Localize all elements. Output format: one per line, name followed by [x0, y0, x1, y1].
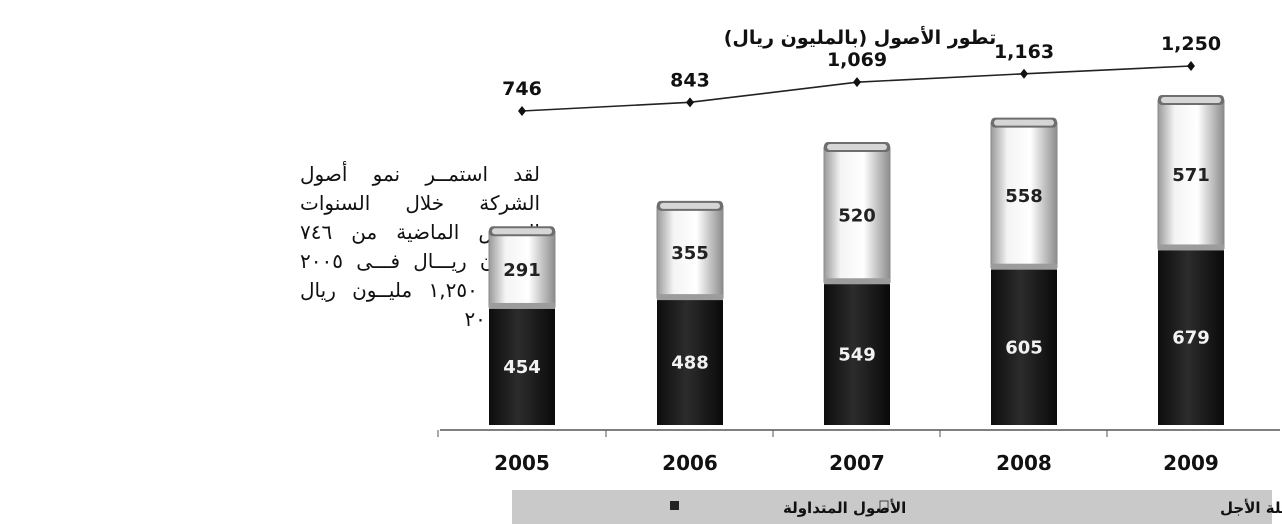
legend: الأصول الثابتة وطويلة الأجل الأصول المتدا… — [512, 490, 1282, 524]
label-fixed-assets-2009: 571 — [1172, 165, 1210, 186]
label-current-assets-2006: 488 — [671, 353, 709, 374]
label-current-assets-2008: 605 — [1005, 337, 1043, 358]
legend-label-current-assets: الأصول المتداولة — [783, 499, 906, 517]
legend-background — [512, 490, 1272, 524]
year-label-2006: 2006 — [662, 451, 718, 475]
total-label-2008: 1,163 — [994, 41, 1054, 63]
bars-group: 291 454 355 488 520 549 558 605 571 679 — [488, 95, 1225, 425]
total-marker-2007 — [853, 77, 861, 88]
bar-separator-2005 — [489, 302, 555, 309]
bar-separator-2007 — [824, 278, 890, 285]
total-label-2005: 746 — [502, 78, 542, 100]
bar-separator-2008 — [991, 263, 1057, 270]
legend-label-fixed-assets: الأصول الثابتة وطويلة الأجل — [1220, 499, 1282, 517]
bar-current-assets-2006 — [657, 298, 723, 425]
total-marker-2009 — [1187, 61, 1195, 71]
totals-line — [521, 65, 1192, 112]
year-label-2009: 2009 — [1163, 451, 1219, 475]
totals-line-group: 746 843 1,069 1,163 1,250 — [502, 33, 1221, 116]
year-label-2005: 2005 — [494, 451, 550, 475]
bar-cap-inner-2008 — [994, 119, 1054, 126]
label-fixed-assets-2005: 291 — [503, 260, 541, 281]
total-label-2007: 1,069 — [827, 49, 887, 71]
total-marker-2005 — [518, 106, 526, 116]
bar-fixed-assets-2006 — [656, 205, 724, 299]
label-fixed-assets-2006: 355 — [671, 243, 709, 264]
total-marker-2008 — [1020, 68, 1028, 79]
label-fixed-assets-2008: 558 — [1005, 186, 1043, 207]
label-current-assets-2009: 679 — [1172, 328, 1210, 349]
legend-swatch-fixed-assets — [879, 500, 889, 511]
total-marker-2006 — [686, 97, 694, 108]
bar-separator-2009 — [1158, 244, 1224, 251]
bar-separator-2006 — [657, 294, 723, 301]
year-labels-group: 2005 2006 2007 2008 2009 — [437, 430, 1219, 475]
bar-current-assets-2008 — [991, 267, 1057, 425]
legend-swatch-current-assets — [670, 501, 679, 510]
bar-cap-inner-2006 — [660, 202, 720, 209]
year-label-2007: 2007 — [829, 451, 885, 475]
bar-cap-inner-2005 — [492, 228, 552, 235]
bar-current-assets-2005 — [489, 306, 555, 425]
label-current-assets-2005: 454 — [503, 357, 541, 378]
bar-cap-inner-2009 — [1161, 97, 1221, 103]
bar-current-assets-2009 — [1158, 248, 1224, 425]
chart-title: تطور الأصول (بالمليون ريال) — [724, 26, 997, 49]
bar-cap-inner-2007 — [827, 144, 887, 151]
bar-fixed-assets-2007 — [823, 146, 891, 283]
total-label-2006: 843 — [670, 69, 710, 91]
label-current-assets-2007: 549 — [838, 345, 876, 366]
bar-current-assets-2007 — [824, 282, 890, 425]
year-label-2008: 2008 — [996, 451, 1052, 475]
total-label-2009: 1,250 — [1161, 33, 1221, 55]
label-fixed-assets-2007: 520 — [838, 206, 876, 227]
